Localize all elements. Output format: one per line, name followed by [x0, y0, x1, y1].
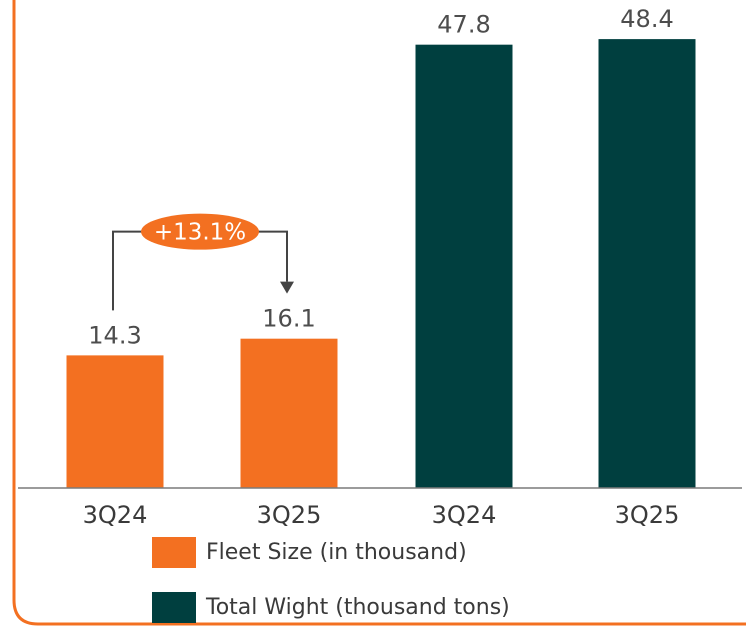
legend-item-weight: Total Wight (thousand tons)	[152, 592, 510, 623]
growth-badge-text: +13.1%	[154, 220, 246, 246]
bar-fleet-3q24	[66, 355, 164, 488]
growth-annotation: +13.1%	[112, 213, 294, 311]
legend-label-weight: Total Wight (thousand tons)	[206, 595, 510, 620]
bar-weight-3q25	[598, 39, 696, 489]
x-tick-label: 3Q25	[257, 501, 322, 529]
panel-border	[12, 0, 746, 626]
arrow-down-icon	[280, 281, 294, 294]
legend-swatch-weight	[152, 592, 196, 623]
data-label: 47.8	[437, 11, 490, 39]
bar-weight-3q24	[415, 44, 513, 488]
legend-item-fleet: Fleet Size (in thousand)	[152, 537, 467, 568]
x-tick-label: 3Q24	[432, 501, 497, 529]
data-label: 48.4	[620, 5, 673, 33]
x-tick-label: 3Q25	[615, 501, 680, 529]
bar-fleet-3q25	[240, 338, 338, 488]
growth-badge	[141, 213, 259, 250]
data-label: 14.3	[88, 321, 141, 349]
legend-label-fleet: Fleet Size (in thousand)	[206, 540, 467, 565]
x-tick-label: 3Q24	[83, 501, 148, 529]
data-label: 16.1	[262, 305, 315, 333]
legend-swatch-fleet	[152, 537, 196, 568]
